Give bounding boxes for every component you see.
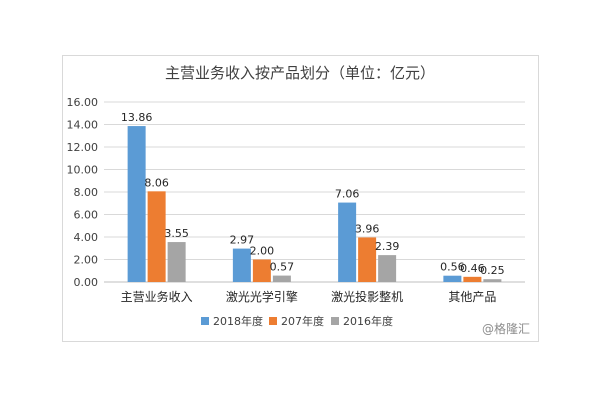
bar xyxy=(378,255,397,282)
bar xyxy=(167,242,186,282)
y-tick-label: 16.00 xyxy=(67,96,99,109)
category-label: 主营业务收入 xyxy=(121,289,193,304)
data-label: 3.96 xyxy=(355,222,380,235)
bar xyxy=(483,279,502,282)
legend-swatch xyxy=(201,317,209,325)
y-tick-label: 8.00 xyxy=(74,186,99,199)
legend: 2018年度 207年度 2016年度 xyxy=(201,314,393,328)
legend-label: 2018年度 xyxy=(213,314,263,328)
y-axis-ticks: 0.00 2.00 4.00 6.00 8.00 10.00 12.00 14.00 16.00 xyxy=(67,96,99,289)
bar xyxy=(272,275,291,282)
y-tick-label: 0.00 xyxy=(74,276,99,289)
bar xyxy=(338,202,357,282)
bar xyxy=(463,276,482,282)
y-tick-label: 4.00 xyxy=(74,231,99,244)
category-label: 激光投影整机 xyxy=(331,289,403,304)
data-label: 13.86 xyxy=(121,111,153,124)
y-tick-label: 14.00 xyxy=(67,119,99,132)
chart-title: 主营业务收入按产品划分（单位：亿元） xyxy=(165,64,435,82)
data-label: 0.57 xyxy=(270,261,295,274)
data-label: 2.97 xyxy=(230,234,255,247)
y-tick-label: 2.00 xyxy=(74,254,99,267)
category-label: 激光光学引擎 xyxy=(226,289,298,304)
data-label: 0.46 xyxy=(460,262,485,275)
data-label: 2.00 xyxy=(250,245,275,258)
data-labels: 13.86 2.97 7.06 0.56 8.06 2.00 3.96 0.46 3.55 0.5… xyxy=(121,111,505,277)
bar xyxy=(358,237,377,282)
data-label: 3.55 xyxy=(164,227,189,240)
legend-swatch xyxy=(269,317,277,325)
bar xyxy=(252,259,271,282)
data-label: 8.06 xyxy=(144,176,169,189)
y-tick-label: 12.00 xyxy=(67,141,99,154)
legend-swatch xyxy=(331,317,339,325)
data-label: 2.39 xyxy=(375,240,400,253)
x-axis-categories: 主营业务收入 激光光学引擎 激光投影整机 其他产品 xyxy=(121,289,497,304)
bars xyxy=(127,126,502,282)
category-label: 其他产品 xyxy=(448,290,496,304)
grid-layer xyxy=(104,101,525,283)
bar xyxy=(147,191,166,282)
data-label: 0.25 xyxy=(480,264,505,277)
bar xyxy=(232,248,251,282)
bar xyxy=(443,275,462,282)
watermark-text: @格隆汇 xyxy=(482,321,530,336)
bar xyxy=(127,126,146,282)
legend-label: 207年度 xyxy=(281,314,324,328)
y-tick-label: 10.00 xyxy=(67,164,99,177)
y-tick-label: 6.00 xyxy=(74,209,99,222)
data-label: 7.06 xyxy=(335,188,360,201)
legend-label: 2016年度 xyxy=(343,314,393,328)
data-label: 0.56 xyxy=(440,261,465,274)
